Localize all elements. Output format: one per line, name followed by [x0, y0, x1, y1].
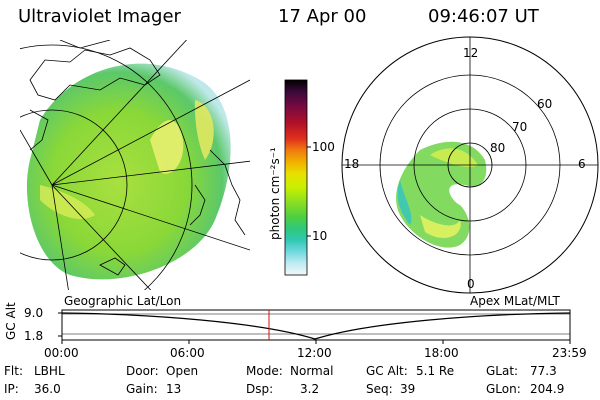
timeline-ytick-high: 9.0	[24, 306, 44, 320]
polar-plot	[341, 36, 599, 294]
door-value: Open	[166, 364, 199, 378]
time-label: 09:46:07 UT	[428, 6, 539, 27]
glon-label: GLon:	[486, 382, 521, 396]
altitude-curve	[61, 312, 571, 340]
mode-label: Mode:	[246, 364, 283, 378]
seq-label: Seq:	[366, 382, 393, 396]
mode-value: Normal	[290, 364, 334, 378]
gcalt-value: 5.1 Re	[416, 364, 455, 378]
mlt-label-12: 12	[463, 46, 479, 60]
mlt-label-0: 0	[467, 277, 475, 291]
timeline-xtick-0600: 06:00	[170, 346, 205, 360]
mlat-label-80: 80	[490, 141, 506, 155]
gain-label: Gain:	[126, 382, 158, 396]
timeline-axis-label: GC Alt	[4, 302, 18, 340]
geographic-image	[20, 40, 250, 290]
door-label: Door:	[126, 364, 159, 378]
left-projection-label: Geographic Lat/Lon	[64, 294, 182, 308]
date-label: 17 Apr 00	[278, 6, 367, 27]
dsp-label: Dsp:	[246, 382, 274, 396]
mlt-label-18: 18	[344, 157, 360, 171]
ip-value: 36.0	[34, 382, 61, 396]
seq-value: 39	[400, 382, 416, 396]
ip-label: IP:	[4, 382, 19, 396]
colorbar-unit-label: photon cm⁻²s⁻¹	[268, 147, 282, 240]
mlat-label-60: 60	[537, 97, 553, 111]
colorbar-label-10: 10	[312, 229, 328, 243]
timeline-ytick-low: 1.8	[24, 329, 44, 343]
glat-value: 77.3	[530, 364, 557, 378]
color-scale-bar	[284, 79, 308, 276]
gcalt-label: GC Alt:	[366, 364, 408, 378]
timeline-xtick-0000: 00:00	[44, 346, 79, 360]
gain-value: 13	[166, 382, 182, 396]
timeline-xtick-1200: 12:00	[297, 346, 332, 360]
flt-label: Flt:	[4, 364, 23, 378]
mlt-label-6: 6	[578, 157, 586, 171]
mlat-label-70: 70	[512, 120, 528, 134]
timeline-xtick-2359: 23:59	[552, 346, 587, 360]
colorbar-label-100: 100	[312, 140, 335, 154]
dsp-value: 3.2	[300, 382, 320, 396]
glat-label: GLat:	[486, 364, 519, 378]
glon-value: 204.9	[530, 382, 565, 396]
right-projection-label: Apex MLat/MLT	[470, 294, 560, 308]
timeline-xtick-1800: 18:00	[424, 346, 459, 360]
timeline-frame	[61, 309, 571, 341]
flt-value: LBHL	[34, 364, 65, 378]
instrument-title: Ultraviolet Imager	[18, 6, 181, 27]
